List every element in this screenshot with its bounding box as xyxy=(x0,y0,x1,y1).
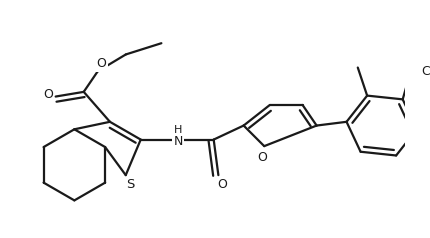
Text: O: O xyxy=(217,178,227,191)
Text: S: S xyxy=(126,178,134,191)
Text: H: H xyxy=(174,125,182,135)
Text: O: O xyxy=(257,151,267,164)
Text: O: O xyxy=(43,88,53,101)
Text: O: O xyxy=(96,57,106,70)
Text: Cl: Cl xyxy=(421,65,430,78)
Text: N: N xyxy=(173,135,182,148)
